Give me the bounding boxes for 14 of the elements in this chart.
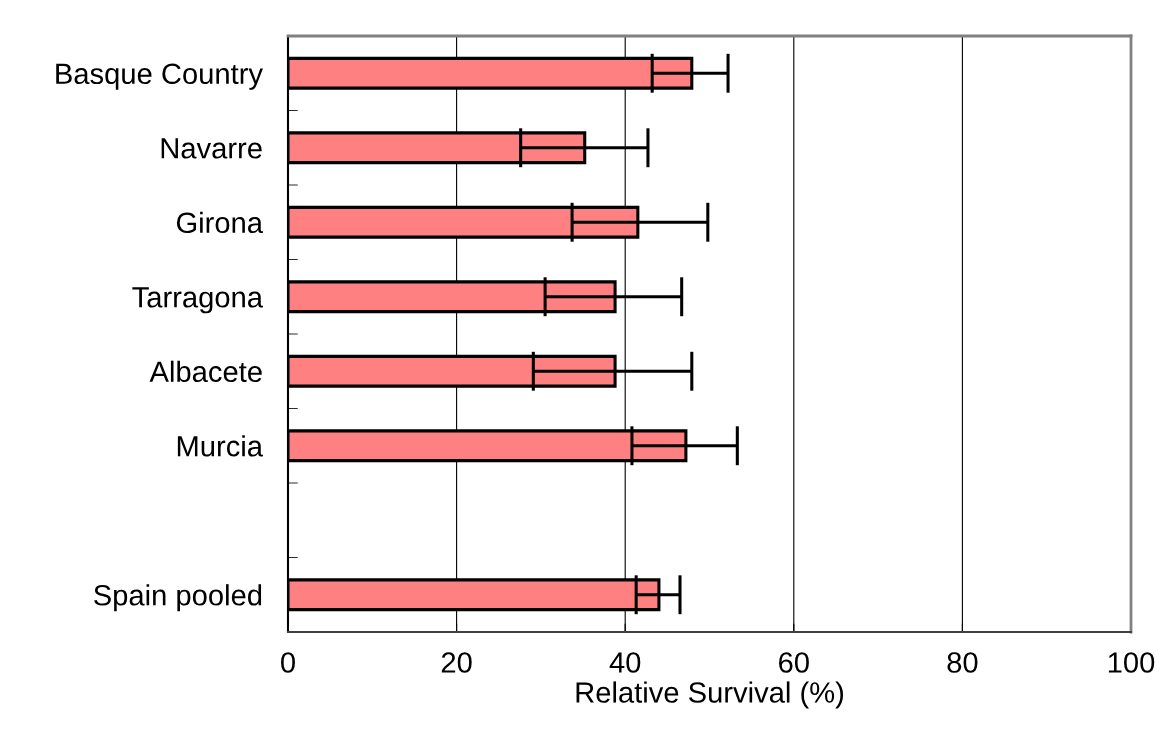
y-tick-label: Navarre bbox=[161, 138, 262, 159]
x-axis-title: Relative Survival (%) bbox=[576, 681, 844, 709]
y-tick-label: Basque Country bbox=[56, 63, 263, 90]
y-tick-label: Girona bbox=[176, 211, 263, 234]
y-tick-label: Tarragona bbox=[132, 287, 264, 314]
y-tick-label: Spain pooled bbox=[94, 584, 262, 612]
x-tick-label: 0 bbox=[281, 652, 295, 673]
y-tick-label: Murcia bbox=[177, 435, 263, 457]
y-tick-label: Albacete bbox=[149, 360, 262, 383]
x-tick-label: 40 bbox=[609, 652, 641, 673]
x-tick-label: 20 bbox=[441, 652, 472, 673]
x-tick-label: 80 bbox=[947, 652, 978, 673]
x-tick-label: 100 bbox=[1108, 652, 1155, 673]
x-tick-label: 60 bbox=[779, 652, 809, 673]
